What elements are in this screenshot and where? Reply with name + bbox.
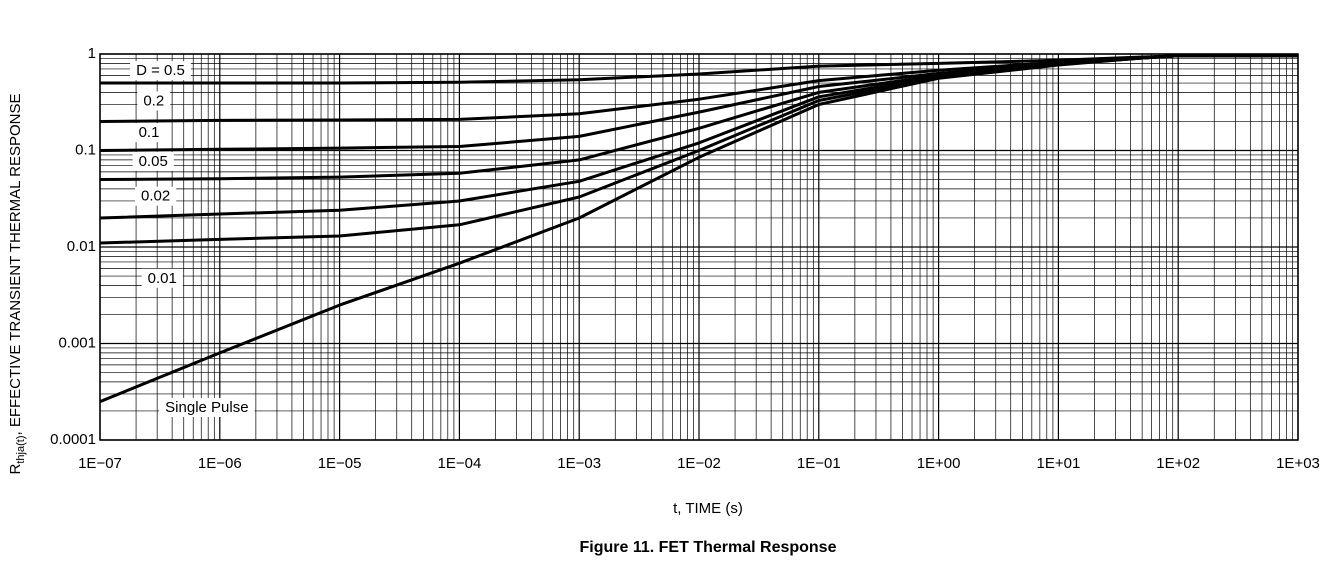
series-label: Single Pulse (159, 397, 255, 417)
plot-area-frame (99, 53, 1299, 441)
x-tick-label: 1E+01 (1037, 455, 1081, 472)
y-tick-label: 0.001 (58, 335, 96, 352)
x-tick-labels: 1E−07 1E−06 1E−05 1E−04 1E−03 1E−02 1E−01 1E+00… (78, 455, 1320, 472)
x-tick-label: 1E+02 (1156, 455, 1200, 472)
x-tick-label: 1E+00 (917, 455, 961, 472)
y-axis-title-suffix: , EFFECTIVE TRANSIENT THERMAL RESPONSE (7, 94, 24, 436)
series-label-background (159, 397, 255, 417)
x-tick-label: 1E−03 (557, 455, 601, 472)
series-label: 0.01 (141, 268, 183, 288)
x-tick-label: 1E−02 (677, 455, 721, 472)
series-label: 0.02 (135, 186, 177, 206)
series-label: 0.05 (132, 151, 174, 171)
series-label-text: 0.02 (141, 188, 170, 205)
x-tick-label: 1E−07 (78, 455, 122, 472)
series-lines (99, 54, 1298, 403)
series-label-background (137, 91, 171, 111)
y-tick-label: 0.1 (75, 142, 96, 159)
x-tick-label: 1E−04 (438, 455, 482, 472)
series-label-background (132, 151, 174, 171)
series-label-background (141, 268, 183, 288)
series-label-text: 0.2 (143, 92, 164, 109)
y-tick-label: 1 (88, 45, 96, 62)
x-tick-label: 1E+03 (1276, 455, 1320, 472)
y-tick-label: 0.01 (67, 238, 96, 255)
series-label-background (130, 61, 191, 81)
figure-caption: Figure 11. FET Thermal Response (580, 539, 837, 556)
series-label-background (135, 186, 177, 206)
x-axis-title: t, TIME (s) (673, 500, 743, 517)
series-label-background (132, 123, 166, 143)
series-label-text: D = 0.5 (136, 62, 185, 79)
series-line (99, 54, 1298, 403)
x-tick-label: 1E−05 (318, 455, 362, 472)
series-label: D = 0.5 (130, 61, 191, 81)
series-label-text: 0.1 (139, 124, 160, 141)
series-label-text: 0.01 (148, 270, 177, 287)
y-axis-title-subscript: thja(t) (15, 436, 27, 464)
y-axis-title: Rthja(t), EFFECTIVE TRANSIENT THERMAL RE… (7, 94, 27, 475)
y-tick-labels: 1 0.1 0.01 0.001 0.0001 (50, 45, 96, 448)
series-label: 0.1 (132, 123, 166, 143)
series-labels: D = 0.5 0.2 0.1 0.05 0.02 0.01 Single Pulse (130, 61, 255, 417)
y-tick-label: 0.0001 (50, 431, 96, 448)
x-tick-label: 1E−06 (198, 455, 242, 472)
series-label: 0.2 (137, 91, 171, 111)
series-label-text: 0.05 (139, 153, 168, 170)
x-tick-label: 1E−01 (797, 455, 841, 472)
y-axis-title-prefix: R (7, 463, 24, 474)
series-label-text: Single Pulse (165, 399, 248, 416)
